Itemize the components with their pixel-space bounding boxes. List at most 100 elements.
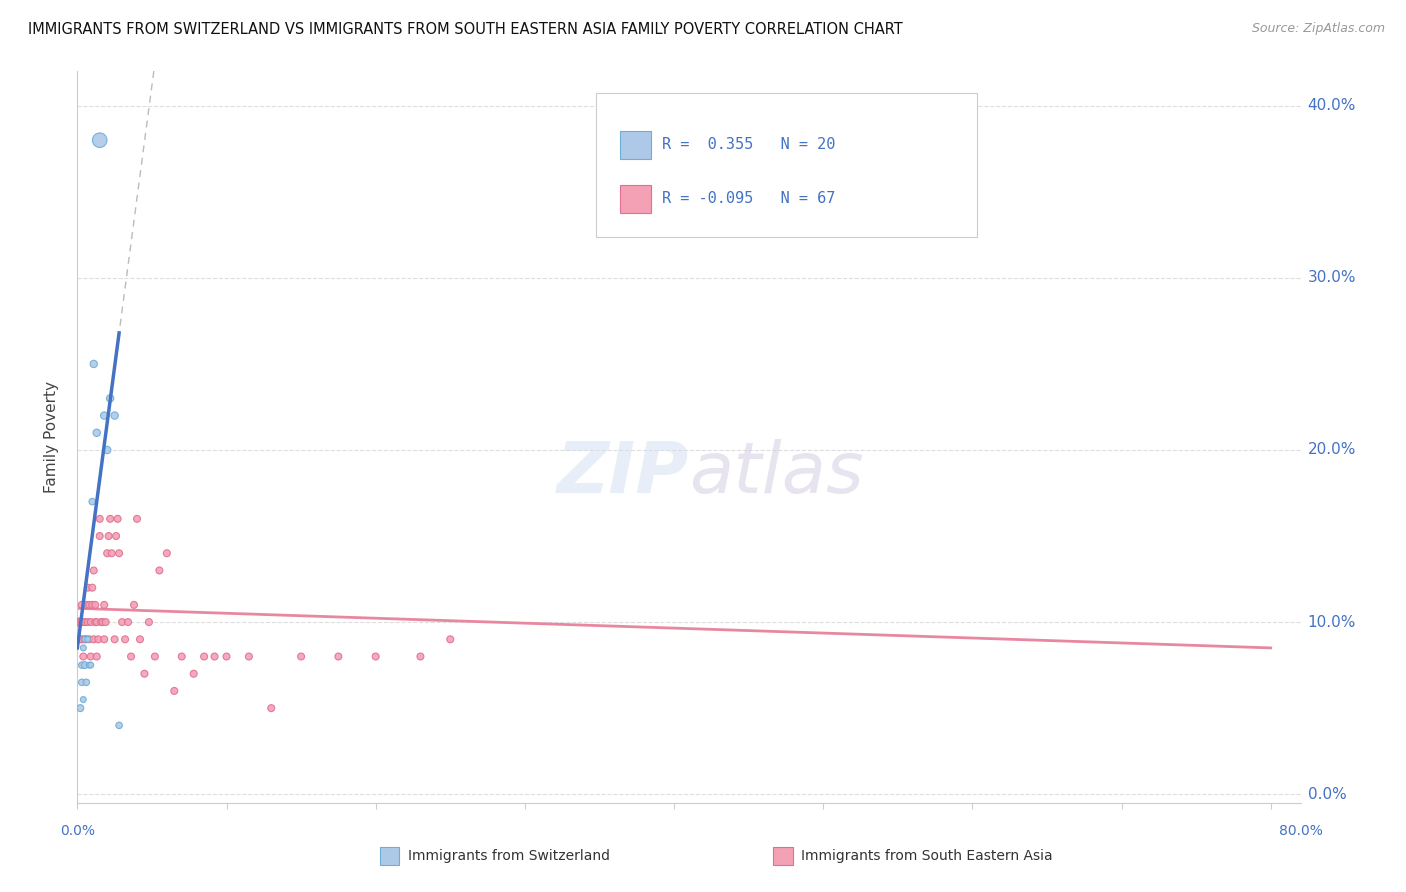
Point bbox=[98, 392, 121, 406]
Point bbox=[91, 615, 114, 629]
Point bbox=[75, 598, 97, 612]
Point bbox=[94, 615, 117, 629]
Point bbox=[290, 649, 312, 664]
Point bbox=[409, 649, 432, 664]
Point bbox=[72, 640, 94, 655]
Point bbox=[90, 615, 112, 629]
Point bbox=[73, 658, 96, 673]
Point bbox=[77, 658, 100, 673]
Point bbox=[73, 632, 96, 647]
Point bbox=[89, 133, 111, 147]
Text: ZIP: ZIP bbox=[557, 439, 689, 508]
Y-axis label: Family Poverty: Family Poverty bbox=[44, 381, 59, 493]
Point bbox=[111, 615, 134, 629]
Point bbox=[77, 632, 100, 647]
Point bbox=[76, 615, 98, 629]
Point bbox=[83, 632, 105, 647]
Point bbox=[125, 512, 148, 526]
Text: R =  0.355   N = 20: R = 0.355 N = 20 bbox=[662, 137, 835, 153]
Point bbox=[96, 546, 118, 560]
Point bbox=[105, 529, 128, 543]
Point bbox=[73, 632, 96, 647]
Point bbox=[76, 632, 98, 647]
Point bbox=[439, 632, 461, 647]
Point bbox=[98, 512, 121, 526]
Point bbox=[72, 649, 94, 664]
Point bbox=[183, 666, 205, 681]
Point bbox=[76, 581, 98, 595]
Point bbox=[70, 615, 93, 629]
Point bbox=[138, 615, 160, 629]
Text: 0.0%: 0.0% bbox=[1308, 787, 1347, 802]
Point bbox=[204, 649, 226, 664]
Point bbox=[108, 718, 131, 732]
Point bbox=[84, 615, 107, 629]
Point bbox=[77, 598, 100, 612]
Point bbox=[122, 598, 145, 612]
Text: 10.0%: 10.0% bbox=[1308, 615, 1355, 630]
Point bbox=[86, 425, 108, 440]
Point bbox=[156, 546, 179, 560]
Point bbox=[72, 692, 94, 706]
Point bbox=[82, 494, 104, 508]
Point bbox=[82, 598, 104, 612]
Point bbox=[82, 581, 104, 595]
Text: IMMIGRANTS FROM SWITZERLAND VS IMMIGRANTS FROM SOUTH EASTERN ASIA FAMILY POVERTY: IMMIGRANTS FROM SWITZERLAND VS IMMIGRANT… bbox=[28, 22, 903, 37]
Point bbox=[238, 649, 260, 664]
Point bbox=[120, 649, 142, 664]
Point bbox=[117, 615, 139, 629]
Text: 20.0%: 20.0% bbox=[1308, 442, 1355, 458]
Point bbox=[84, 598, 107, 612]
Point bbox=[215, 649, 238, 664]
Point bbox=[104, 632, 127, 647]
Point bbox=[72, 615, 94, 629]
Point bbox=[69, 701, 91, 715]
Point bbox=[148, 564, 170, 578]
Point bbox=[73, 615, 96, 629]
Point bbox=[67, 615, 90, 629]
Text: 80.0%: 80.0% bbox=[1278, 824, 1323, 838]
Point bbox=[69, 632, 91, 647]
Point bbox=[70, 658, 93, 673]
Point bbox=[100, 546, 122, 560]
Point bbox=[129, 632, 152, 647]
Point bbox=[87, 632, 110, 647]
Point bbox=[193, 649, 215, 664]
Text: Source: ZipAtlas.com: Source: ZipAtlas.com bbox=[1251, 22, 1385, 36]
Text: 0.0%: 0.0% bbox=[60, 824, 94, 838]
Point bbox=[83, 357, 105, 371]
Point bbox=[89, 512, 111, 526]
Point bbox=[93, 409, 115, 423]
Point bbox=[114, 632, 136, 647]
Point bbox=[364, 649, 387, 664]
Text: atlas: atlas bbox=[689, 439, 863, 508]
Point bbox=[75, 632, 97, 647]
Point bbox=[97, 529, 120, 543]
Point bbox=[83, 564, 105, 578]
Text: Immigrants from South Eastern Asia: Immigrants from South Eastern Asia bbox=[801, 849, 1053, 863]
Point bbox=[163, 684, 186, 698]
Point bbox=[96, 442, 118, 457]
Point bbox=[80, 658, 103, 673]
Point bbox=[93, 632, 115, 647]
Point bbox=[134, 666, 156, 681]
Point bbox=[260, 701, 283, 715]
Point bbox=[143, 649, 166, 664]
Point bbox=[75, 675, 97, 690]
Point bbox=[328, 649, 350, 664]
Point bbox=[108, 546, 131, 560]
Text: 40.0%: 40.0% bbox=[1308, 98, 1355, 113]
Point bbox=[107, 512, 129, 526]
Point bbox=[93, 598, 115, 612]
Point bbox=[89, 529, 111, 543]
Point bbox=[80, 615, 103, 629]
Point bbox=[80, 649, 103, 664]
Point bbox=[70, 632, 93, 647]
Point bbox=[70, 598, 93, 612]
Point bbox=[70, 675, 93, 690]
Text: 30.0%: 30.0% bbox=[1308, 270, 1355, 285]
Point bbox=[69, 615, 91, 629]
Point bbox=[86, 649, 108, 664]
Point bbox=[170, 649, 193, 664]
Point bbox=[86, 615, 108, 629]
